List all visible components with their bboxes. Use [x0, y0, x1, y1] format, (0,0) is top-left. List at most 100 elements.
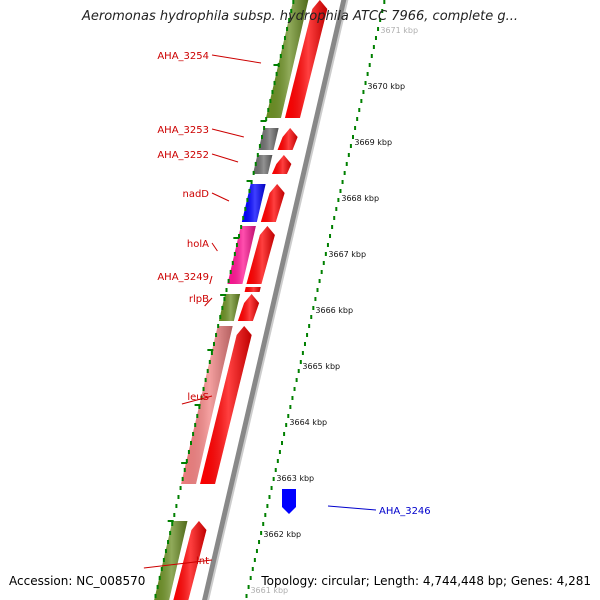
major-tick-4 [220, 294, 227, 296]
inner-tick-dot [192, 432, 195, 436]
tick-dot [364, 81, 367, 85]
tick-label: 3661 kbp [250, 586, 288, 595]
tick-dot [253, 558, 256, 562]
inner-tick-dot [169, 531, 172, 535]
tick-dot [358, 108, 361, 112]
inner-tick-dot [252, 171, 255, 175]
tick-label: 3665 kbp [302, 362, 340, 371]
inner-tick-dot [177, 495, 180, 499]
tick-dot [289, 405, 292, 409]
major-tick-6 [194, 404, 201, 406]
tick-dot [278, 450, 281, 454]
gene-label-AHA_3254: AHA_3254 [157, 51, 209, 62]
tick-dot [274, 468, 277, 472]
gene-label-lnt: lnt [196, 556, 209, 567]
inner-tick-dot [273, 81, 276, 85]
inner-tick-dot [217, 324, 220, 328]
tick-dot [337, 198, 340, 202]
tick-dot [270, 486, 273, 490]
leader-AHA_3249 [209, 275, 213, 285]
tick-dot [262, 522, 265, 526]
tick-dot [374, 36, 377, 40]
tick-dot [297, 369, 300, 373]
inner-tick-dot [175, 504, 178, 508]
inner-tick-dot [190, 441, 193, 445]
tick-dot [283, 432, 286, 436]
backbone-layer [202, 0, 349, 600]
tick-dot [366, 72, 369, 76]
tick-dot [322, 261, 325, 265]
inner-tick-dot [246, 198, 249, 202]
tick-dot [331, 225, 334, 229]
tick-dot [326, 243, 329, 247]
tick-dot [352, 135, 354, 139]
tick-dot [368, 63, 371, 67]
inner-tick-dot [225, 288, 228, 292]
leader-AHA_3253 [211, 128, 244, 138]
inner-tick-dot [158, 576, 161, 580]
inner-tick-dot [261, 135, 263, 139]
inner-tick-dot [290, 9, 293, 13]
inner-tick-dot [248, 189, 251, 193]
inner-tick-dot [154, 594, 157, 598]
inner-tick-dot [164, 549, 167, 553]
inner-tick-dot [292, 0, 295, 4]
inner-tick-dot [171, 522, 174, 526]
tick-dot [347, 153, 350, 157]
tick-dot [318, 279, 321, 283]
leader-leuS [181, 395, 213, 405]
gene-label-AHA_3252: AHA_3252 [157, 150, 209, 161]
leader-AHA_3252 [211, 153, 239, 163]
tick-label: 3671 kbp [380, 26, 418, 35]
tick-dot [377, 27, 380, 31]
inner-tick-dot [227, 279, 230, 283]
tick-dot [370, 54, 373, 58]
tick-dot [339, 189, 342, 193]
tick-label: 3670 kbp [367, 82, 405, 91]
tick-dot [249, 576, 252, 580]
inner-tick-dot [288, 18, 291, 22]
tick-dot [333, 216, 336, 220]
inner-tick-dot [223, 297, 226, 301]
ticks-layer: 3671 kbp 3670 kbp 3669 kbp 3668 kbp 3667 kbp… [154, 0, 418, 598]
gene-label-leuS: leuS [187, 392, 209, 403]
inner-tick-dot [279, 54, 282, 58]
tick-dot [379, 18, 382, 22]
labels-layer: AHA_3254 AHA_3253 AHA_3252 nadD holA AHA_3249… [143, 51, 431, 569]
tick-dot [268, 495, 271, 499]
gene-AHA_3246 [282, 489, 296, 514]
inner-tick-dot [219, 315, 222, 319]
tick-label: 3668 kbp [341, 194, 379, 203]
inner-tick-dot [231, 261, 234, 265]
major-tick-5 [207, 349, 214, 351]
tick-dot [251, 567, 254, 571]
tick-dot [383, 0, 386, 4]
inner-tick-dot [210, 351, 213, 355]
tick-dot [354, 126, 357, 130]
inner-tick-dot [212, 342, 215, 346]
inner-tick-dot [258, 144, 261, 148]
tick-dot [293, 387, 296, 391]
inner-tick-dot [229, 270, 232, 274]
gene-label-holA: holA [187, 239, 209, 250]
inner-tick-dot [235, 243, 238, 247]
tick-dot [312, 306, 315, 310]
tick-dot [310, 315, 313, 319]
cds-nadD-shade [260, 184, 285, 222]
accession-text: Accession: NC_008570 [9, 574, 146, 588]
inner-tick-dot [286, 27, 289, 31]
tick-dot [276, 459, 279, 463]
inner-tick-dot [204, 378, 207, 382]
tick-dot [335, 207, 338, 211]
map-title: Aeromonas hydrophila subsp. hydrophila A… [81, 9, 519, 24]
tick-dot [272, 477, 275, 481]
cds-AHA_3249-shade [244, 287, 261, 292]
inner-tick-dot [269, 99, 272, 103]
inner-tick-dot [181, 477, 184, 481]
cog-lnt-shade [154, 521, 188, 600]
inner-tick-dot [221, 306, 224, 310]
tick-label: 3662 kbp [263, 530, 301, 539]
cds-AHA_3254-shade [284, 0, 328, 118]
gene-label-AHA_3253: AHA_3253 [157, 125, 209, 136]
